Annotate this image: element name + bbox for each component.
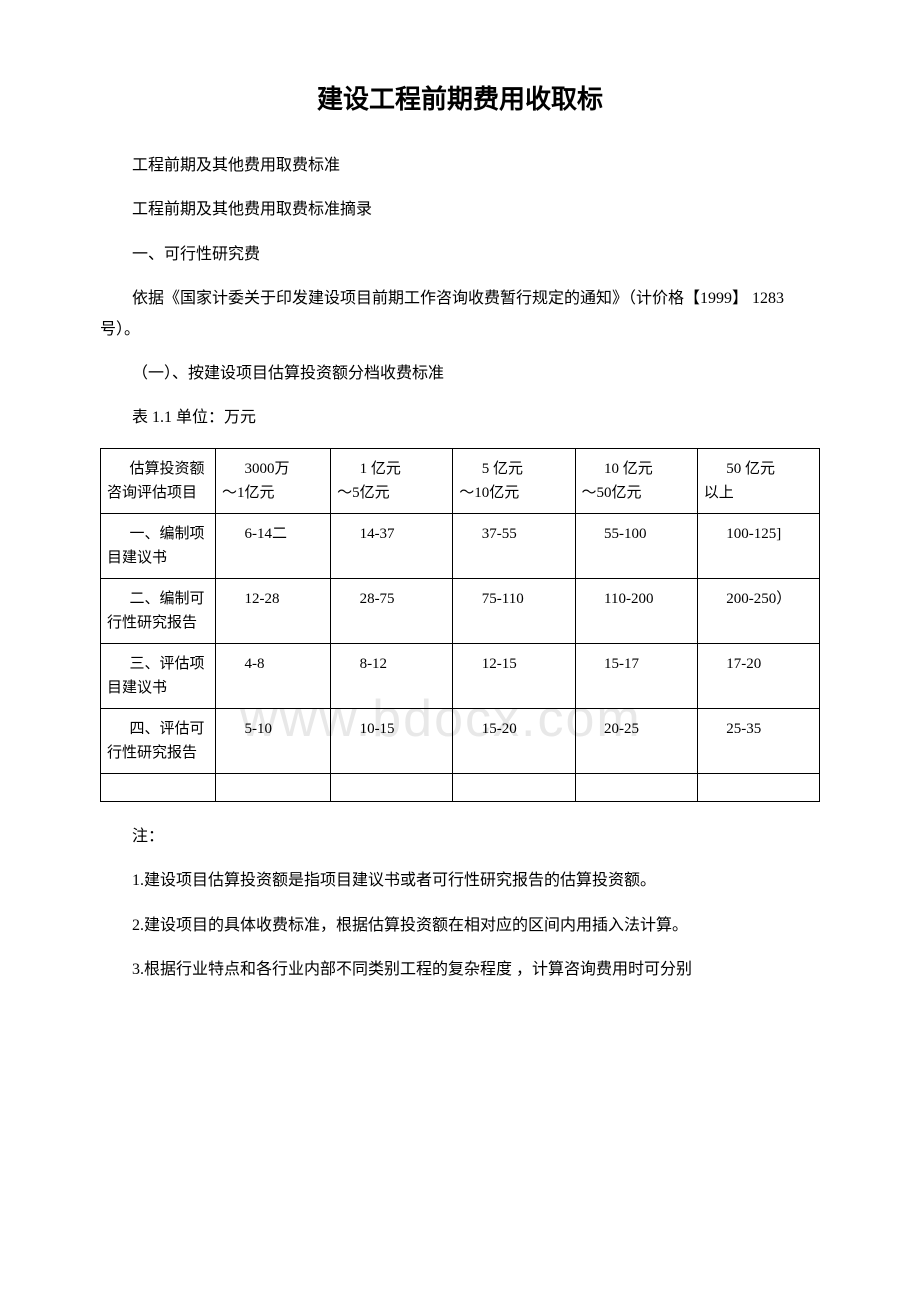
header-cell-2: 1 亿元～5亿元 <box>331 448 453 513</box>
table-cell-empty <box>575 773 697 801</box>
table-row: 一、编制项目建议书 6-14二 14-37 37-55 55-100 100-1… <box>101 513 820 578</box>
table-header-row: 估算投资额 咨询评估项目 3000万～1亿元 1 亿元～5亿元 5 亿元～10亿… <box>101 448 820 513</box>
notes-heading: 注： <box>100 822 820 852</box>
table-row: 四、评估可行性研究报告 5-10 10-15 15-20 20-25 25-35 <box>101 708 820 773</box>
paragraph-3: 一、可行性研究费 <box>100 240 820 270</box>
header-cell-4: 10 亿元～50亿元 <box>575 448 697 513</box>
table-cell: 75-110 <box>453 578 575 643</box>
table-cell: 200-250） <box>697 578 819 643</box>
table-cell: 25-35 <box>697 708 819 773</box>
table-cell: 12-15 <box>453 643 575 708</box>
paragraph-1: 工程前期及其他费用取费标准 <box>100 151 820 181</box>
header-cell-5: 50 亿元以上 <box>697 448 819 513</box>
table-cell: 三、评估项目建议书 <box>101 643 216 708</box>
table-cell: 15-17 <box>575 643 697 708</box>
table-cell: 4-8 <box>216 643 331 708</box>
table-empty-row <box>101 773 820 801</box>
note-1: 1.建设项目估算投资额是指项目建议书或者可行性研究报告的估算投资额。 <box>100 866 820 896</box>
table-cell: 28-75 <box>331 578 453 643</box>
table-cell-empty <box>697 773 819 801</box>
table-cell: 6-14二 <box>216 513 331 578</box>
table-cell-empty <box>216 773 331 801</box>
table-cell: 8-12 <box>331 643 453 708</box>
paragraph-6: 表 1.1 单位：万元 <box>100 403 820 433</box>
fee-table: 估算投资额 咨询评估项目 3000万～1亿元 1 亿元～5亿元 5 亿元～10亿… <box>100 448 820 802</box>
table-cell: 四、评估可行性研究报告 <box>101 708 216 773</box>
table-row: 二、编制可行性研究报告 12-28 28-75 75-110 110-200 2… <box>101 578 820 643</box>
table-cell-empty <box>331 773 453 801</box>
table-cell: 14-37 <box>331 513 453 578</box>
header-cell-3: 5 亿元～10亿元 <box>453 448 575 513</box>
table-cell: 100-125] <box>697 513 819 578</box>
table-cell: 15-20 <box>453 708 575 773</box>
paragraph-4: 依据《国家计委关于印发建设项目前期工作咨询收费暂行规定的通知》（计价格【1999… <box>100 284 820 345</box>
table-cell: 5-10 <box>216 708 331 773</box>
header-cell-1: 3000万～1亿元 <box>216 448 331 513</box>
table-cell-empty <box>453 773 575 801</box>
table-cell: 17-20 <box>697 643 819 708</box>
table-cell: 55-100 <box>575 513 697 578</box>
table-cell-empty <box>101 773 216 801</box>
header-cell-0: 估算投资额 咨询评估项目 <box>101 448 216 513</box>
paragraph-5: （一）、按建设项目估算投资额分档收费标准 <box>100 359 820 389</box>
table-cell: 110-200 <box>575 578 697 643</box>
document-title: 建设工程前期费用收取标 <box>100 80 820 119</box>
note-3: 3.根据行业特点和各行业内部不同类别工程的复杂程度 ，计算咨询费用时可分别 <box>100 955 820 985</box>
table-cell: 一、编制项目建议书 <box>101 513 216 578</box>
table-cell: 12-28 <box>216 578 331 643</box>
table-cell: 37-55 <box>453 513 575 578</box>
note-2: 2.建设项目的具体收费标准，根据估算投资额在相对应的区间内用插入法计算。 <box>100 911 820 941</box>
table-cell: 20-25 <box>575 708 697 773</box>
paragraph-2: 工程前期及其他费用取费标准摘录 <box>100 195 820 225</box>
table-cell: 二、编制可行性研究报告 <box>101 578 216 643</box>
table-row: 三、评估项目建议书 4-8 8-12 12-15 15-17 17-20 <box>101 643 820 708</box>
table-cell: 10-15 <box>331 708 453 773</box>
